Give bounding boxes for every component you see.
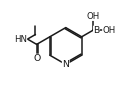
Text: OH: OH [86, 12, 99, 21]
Text: N: N [62, 60, 69, 69]
Text: B: B [93, 26, 99, 35]
Text: OH: OH [102, 26, 116, 35]
Text: HN: HN [14, 35, 27, 44]
Text: O: O [33, 54, 40, 63]
